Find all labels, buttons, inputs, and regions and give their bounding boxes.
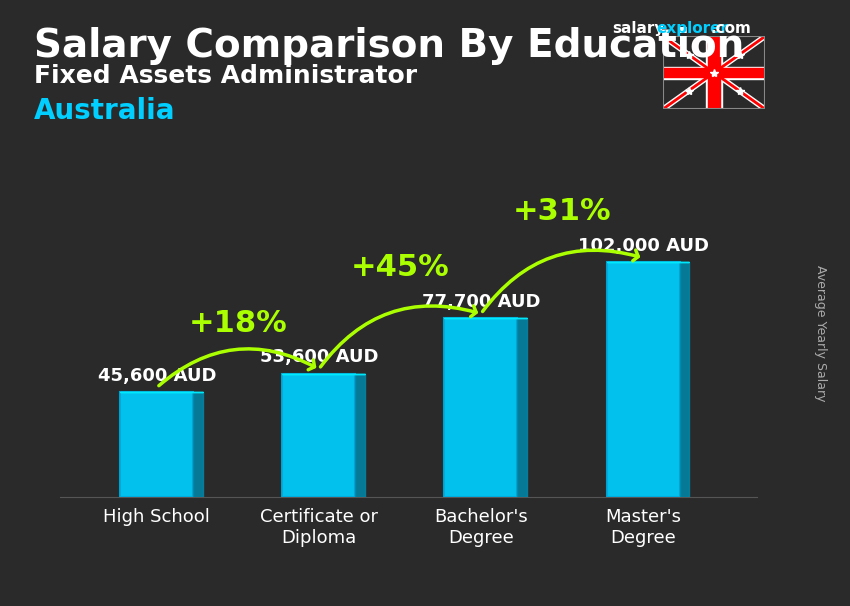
Text: Average Yearly Salary: Average Yearly Salary bbox=[813, 265, 827, 402]
Text: 102,000 AUD: 102,000 AUD bbox=[577, 237, 709, 255]
Polygon shape bbox=[355, 374, 365, 497]
Text: +31%: +31% bbox=[513, 198, 611, 227]
Text: 77,700 AUD: 77,700 AUD bbox=[422, 293, 541, 311]
Bar bbox=[121, 392, 193, 497]
Polygon shape bbox=[193, 392, 203, 497]
Text: 45,600 AUD: 45,600 AUD bbox=[98, 367, 216, 385]
Bar bbox=[445, 318, 518, 497]
Text: Fixed Assets Administrator: Fixed Assets Administrator bbox=[34, 64, 417, 88]
Bar bbox=[663, 67, 765, 79]
Text: +18%: +18% bbox=[189, 308, 287, 338]
Bar bbox=[663, 68, 765, 77]
Text: Salary Comparison By Education: Salary Comparison By Education bbox=[34, 27, 745, 65]
Polygon shape bbox=[518, 318, 527, 497]
Bar bbox=[607, 262, 679, 497]
Text: 53,600 AUD: 53,600 AUD bbox=[259, 348, 378, 367]
Text: +45%: +45% bbox=[350, 253, 450, 282]
Polygon shape bbox=[679, 262, 689, 497]
Bar bbox=[282, 374, 355, 497]
Text: explorer: explorer bbox=[656, 21, 728, 36]
Text: salary: salary bbox=[612, 21, 665, 36]
Bar bbox=[706, 36, 722, 109]
Text: .com: .com bbox=[711, 21, 751, 36]
Bar bbox=[708, 36, 720, 109]
Text: Australia: Australia bbox=[34, 97, 175, 125]
